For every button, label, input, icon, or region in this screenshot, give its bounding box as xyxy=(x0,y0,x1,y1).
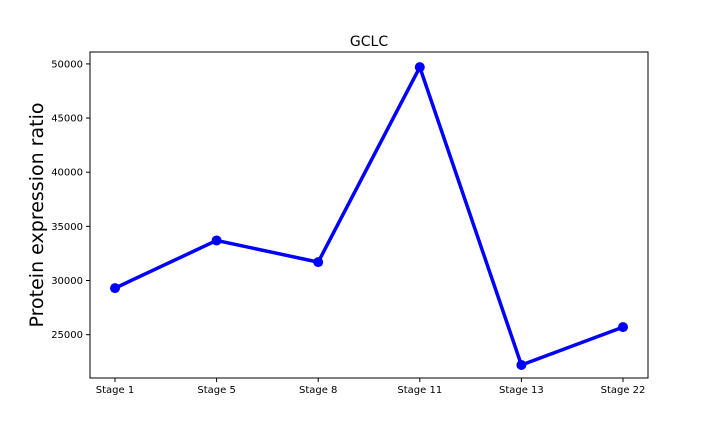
y-tick-label: 30000 xyxy=(51,276,83,287)
x-tick-label: Stage 8 xyxy=(299,385,337,396)
x-tick-label: Stage 1 xyxy=(96,385,134,396)
y-tick-label: 50000 xyxy=(51,59,83,70)
data-point xyxy=(110,283,120,294)
y-tick-label: 25000 xyxy=(51,330,83,341)
data-point xyxy=(618,322,628,333)
x-axis-ticks: Stage 1 Stage 5 Stage 8 Stage 11 Stage 13 Sta… xyxy=(96,378,646,396)
y-axis-ticks: 25000 30000 35000 40000 45000 50000 xyxy=(51,59,90,341)
series-line xyxy=(114,65,624,367)
y-tick-label: 45000 xyxy=(51,114,83,125)
x-tick-label: Stage 13 xyxy=(499,385,544,396)
x-tick-label: Stage 22 xyxy=(601,385,646,396)
series-layer xyxy=(110,62,628,371)
data-point xyxy=(313,257,324,268)
plot-area-frame xyxy=(89,51,649,379)
y-tick-label: 40000 xyxy=(51,168,83,179)
y-axis-label: Protein expression ratio xyxy=(26,103,48,328)
data-point xyxy=(211,235,222,246)
x-tick-label: Stage 11 xyxy=(397,385,442,396)
x-tick-label: Stage 5 xyxy=(197,385,235,396)
y-tick-label: 35000 xyxy=(51,222,83,233)
chart-title: GCLC xyxy=(350,34,388,50)
data-point xyxy=(516,360,527,371)
data-point xyxy=(414,62,425,73)
